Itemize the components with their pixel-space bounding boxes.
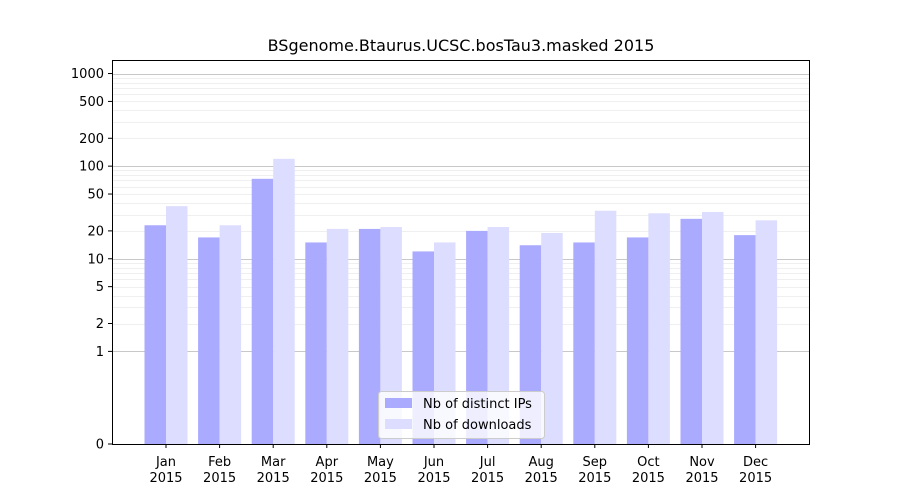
y-tick-label: 1000 [71,67,104,82]
bar-downloads [273,158,295,445]
y-tick-label: 5 [96,280,104,295]
legend-box [378,391,545,439]
x-tick-label: Jun 2015 [417,455,450,486]
x-tick-label: Jan 2015 [149,455,182,486]
y-axis: 0 1 2 5 10 20 50 100 200 500 1000 [71,67,112,453]
y-tick-label: 0 [96,438,104,453]
bar-downloads [380,227,402,444]
y-tick-label: 100 [79,160,104,175]
bar-distinct-ips [573,242,595,444]
bar-downloads [219,225,242,444]
bar-downloads [648,213,670,444]
y-tick-label: 10 [87,252,104,267]
legend-label: Nb of downloads [423,418,532,433]
bar-distinct-ips [251,178,274,444]
legend-swatch [385,419,412,429]
x-tick-label: Dec 2015 [739,455,772,486]
bar-distinct-ips [680,218,702,444]
x-tick-label: Aug 2015 [525,455,558,486]
x-tick-label: Apr 2015 [310,455,343,486]
x-tick-label: Oct 2015 [632,455,665,486]
x-tick-label: Sep 2015 [578,455,611,486]
legend-swatch [385,398,412,408]
bar-downloads [702,211,724,444]
bar-downloads [594,210,617,444]
x-tick-label: Feb 2015 [203,455,236,486]
y-tick-label: 200 [79,132,104,147]
chart-title: BSgenome.Btaurus.UCSC.bosTau3.masked 201… [267,36,655,55]
bar-downloads [326,228,349,444]
x-tick-label: May 2015 [364,455,397,486]
bar-distinct-ips [198,237,220,444]
y-tick-label: 50 [87,188,104,203]
bar-downloads [755,220,778,444]
bars [144,158,778,445]
x-axis: Jan 2015 Feb 2015 Mar 2015 Apr 2015 May 2015 Jun 20… [149,444,772,486]
y-tick-label: 20 [87,224,104,239]
x-tick-label: Nov 2015 [685,455,718,486]
y-tick-label: 2 [96,317,104,332]
bar-distinct-ips [466,230,488,444]
x-tick-label: Jul 2015 [471,455,504,486]
bar-distinct-ips [358,228,381,444]
bar-downloads [166,206,188,444]
grid-lines [112,74,810,352]
bar-distinct-ips [626,237,649,444]
legend-label: Nb of distinct IPs [423,397,532,412]
bar-distinct-ips [734,235,756,444]
y-tick-label: 1 [96,345,104,360]
plot-frame [112,60,810,445]
y-tick-label: 500 [79,95,104,110]
bar-distinct-ips [144,225,166,444]
x-tick-label: Mar 2015 [257,455,290,486]
bar-distinct-ips [305,242,327,444]
bar-downloads [541,232,563,444]
bar-downloads [487,227,510,444]
legend: Nb of distinct IPs Nb of downloads [378,391,545,439]
